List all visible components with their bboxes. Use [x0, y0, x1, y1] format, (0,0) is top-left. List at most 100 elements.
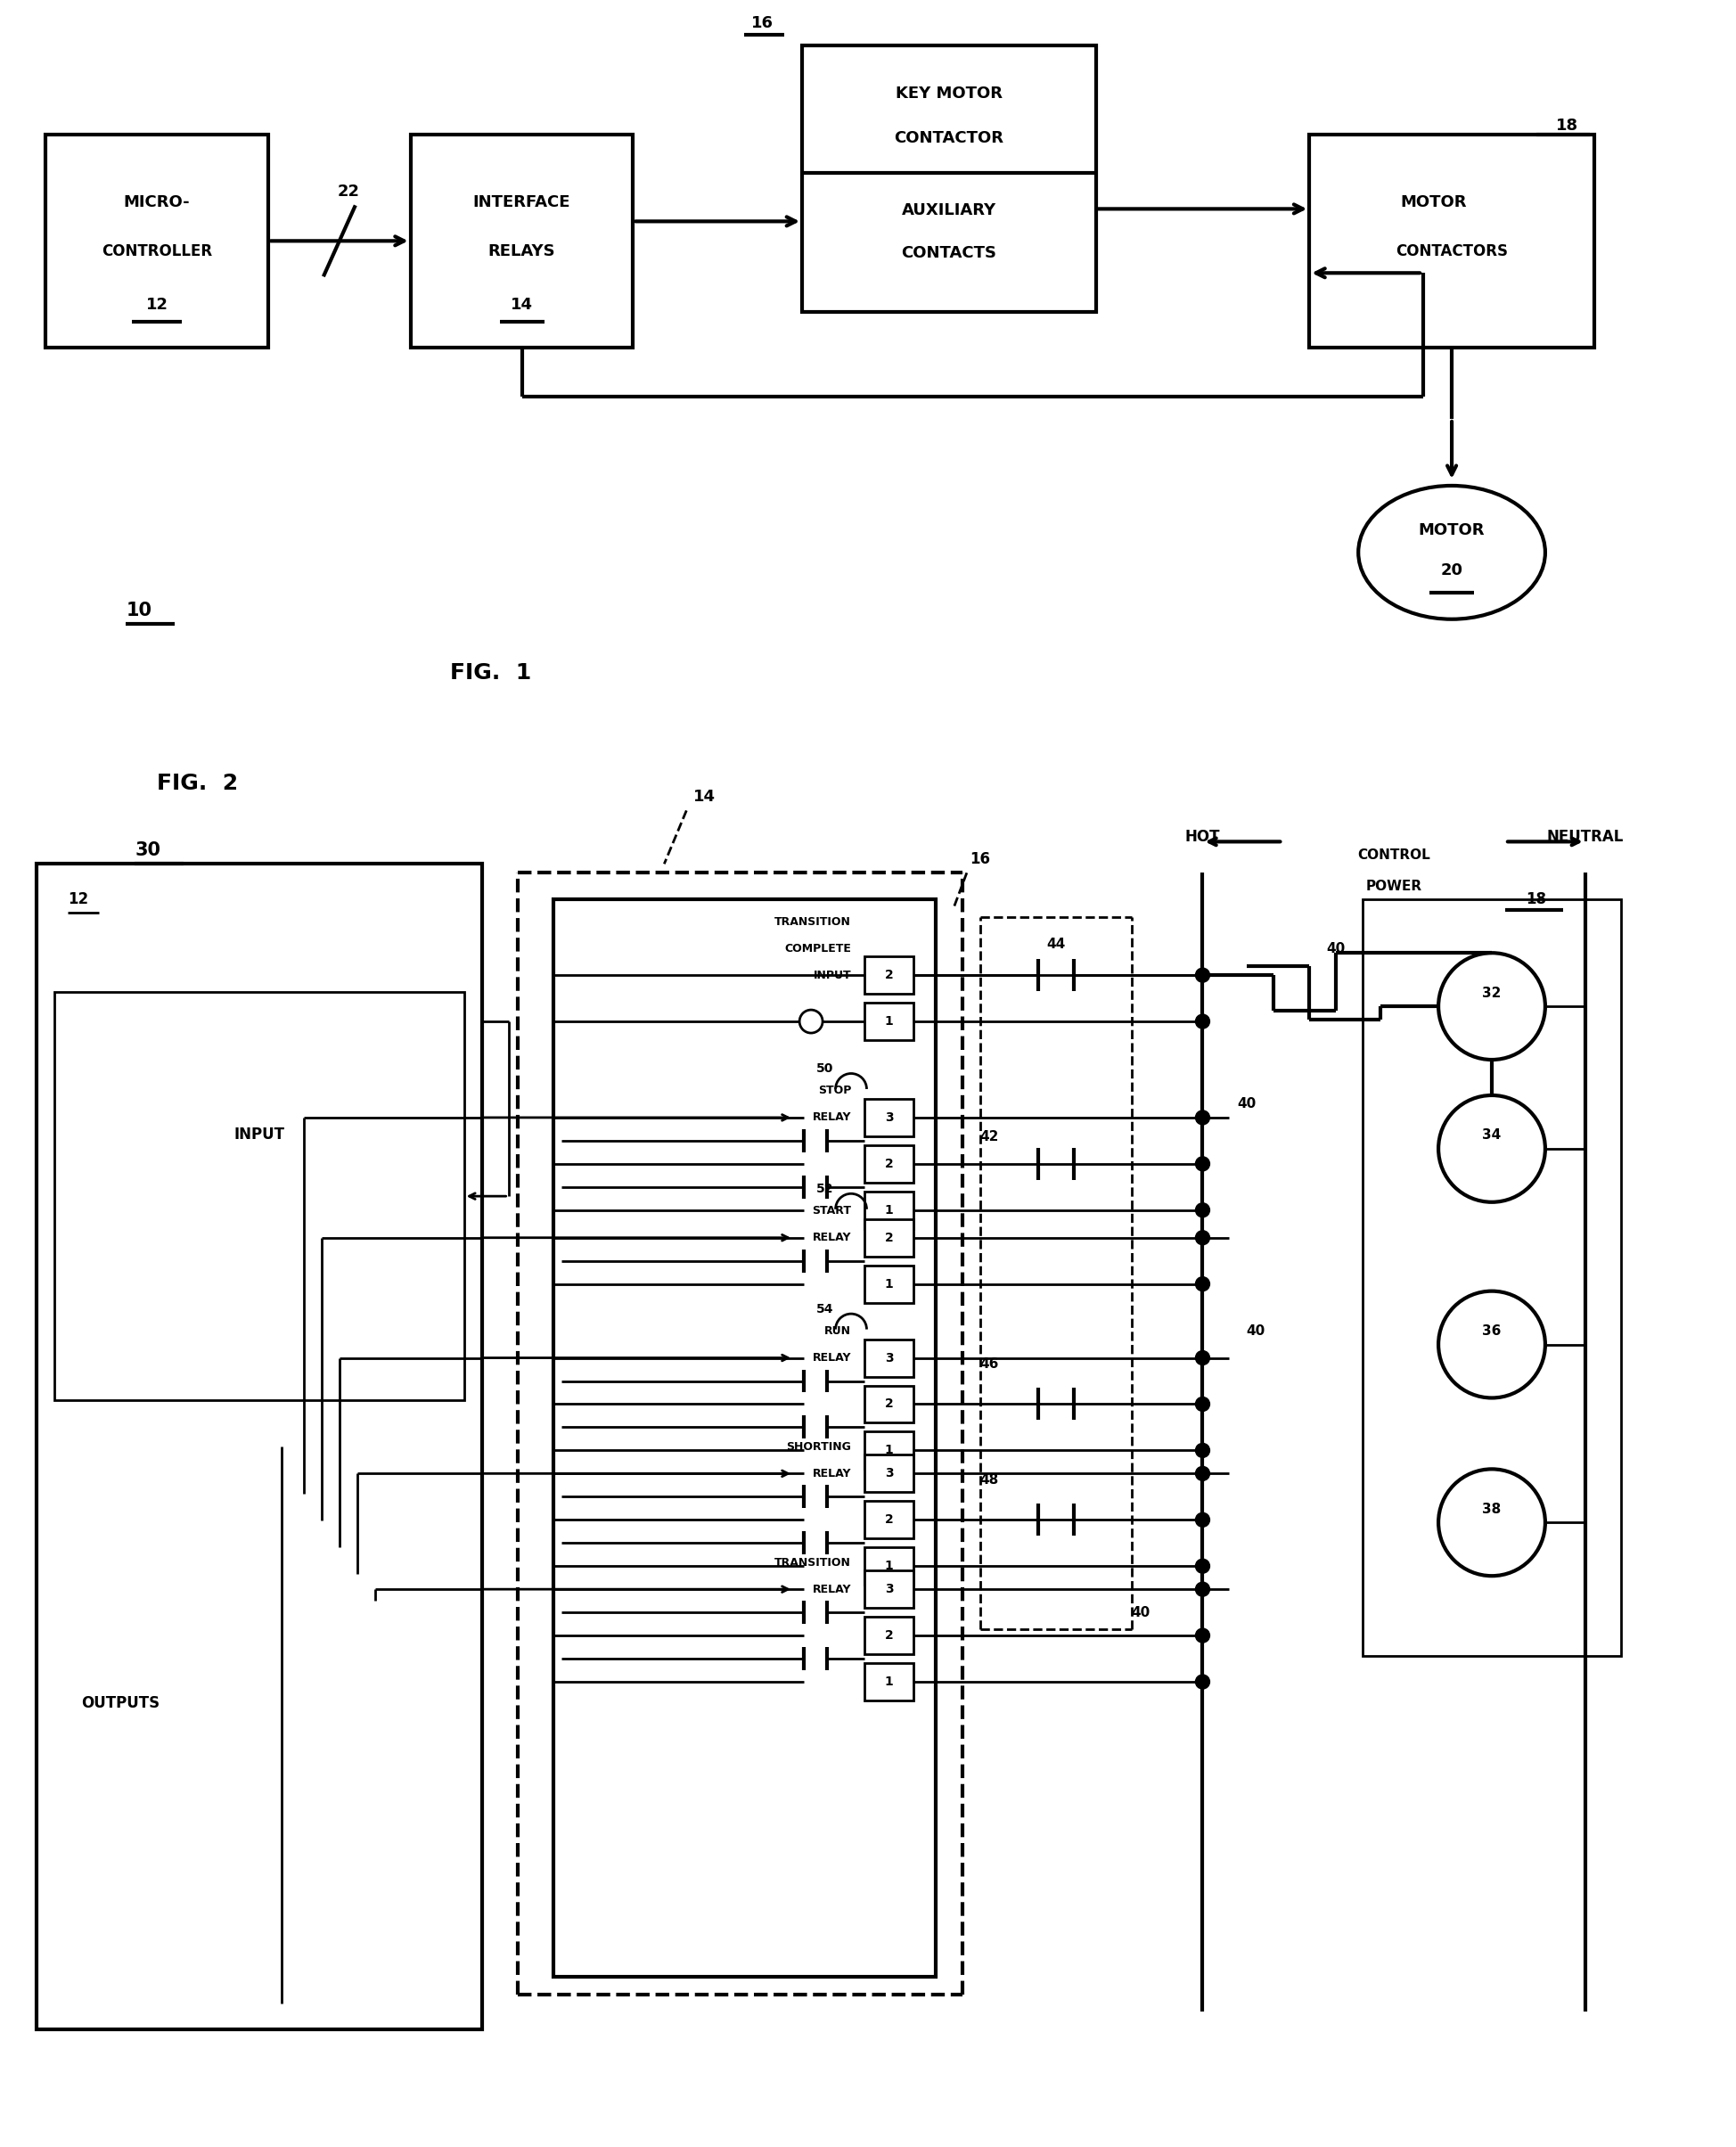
Circle shape [1194, 1675, 1208, 1690]
Text: 38: 38 [1481, 1503, 1500, 1516]
Text: OUTPUTS: OUTPUTS [82, 1696, 160, 1711]
Text: 16: 16 [750, 15, 773, 30]
Text: NEUTRAL: NEUTRAL [1547, 829, 1623, 846]
Text: TRANSITION: TRANSITION [774, 1557, 851, 1567]
Bar [1363, 900, 1620, 1655]
Bar [865, 1144, 913, 1183]
Text: 44: 44 [1045, 938, 1064, 951]
Text: 2: 2 [884, 1630, 892, 1642]
Bar [865, 1456, 913, 1492]
Bar [36, 863, 481, 2029]
Text: RELAYS: RELAYS [488, 243, 556, 260]
Bar [802, 45, 1095, 311]
Text: 18: 18 [1526, 891, 1545, 908]
Text: RELAY: RELAY [812, 1112, 851, 1123]
Circle shape [1194, 1277, 1208, 1290]
Bar [552, 900, 936, 1977]
Text: INPUT: INPUT [234, 1127, 285, 1142]
Text: 34: 34 [1481, 1129, 1500, 1142]
Text: TRANSITION: TRANSITION [774, 917, 851, 928]
Circle shape [1194, 1514, 1208, 1527]
Text: 2: 2 [884, 1232, 892, 1243]
Bar [865, 1099, 913, 1136]
Text: START: START [811, 1204, 851, 1217]
Text: 50: 50 [816, 1063, 833, 1076]
Text: 12: 12 [146, 296, 168, 313]
Text: COMPLETE: COMPLETE [785, 943, 851, 953]
Bar [865, 1192, 913, 1228]
Text: MICRO-: MICRO- [123, 195, 191, 210]
Text: 2: 2 [884, 1398, 892, 1411]
Circle shape [1194, 1350, 1208, 1365]
Text: AUXILIARY: AUXILIARY [901, 202, 996, 219]
Text: 12: 12 [68, 891, 89, 908]
Circle shape [1194, 1202, 1208, 1217]
Text: MOTOR: MOTOR [1418, 522, 1484, 539]
Text: 52: 52 [816, 1183, 833, 1196]
Text: 42: 42 [979, 1131, 998, 1144]
Text: FIG.  1: FIG. 1 [450, 661, 531, 683]
Text: POWER: POWER [1364, 880, 1422, 893]
Text: 40: 40 [1326, 943, 1345, 955]
Text: SHORTING: SHORTING [786, 1441, 851, 1454]
Text: 2: 2 [884, 968, 892, 981]
Text: RELAY: RELAY [812, 1232, 851, 1243]
Text: 22: 22 [337, 185, 359, 200]
Text: 1: 1 [884, 1561, 892, 1572]
Bar [865, 1501, 913, 1539]
Text: INTERFACE: INTERFACE [472, 195, 571, 210]
Circle shape [1194, 1559, 1208, 1574]
Text: RELAY: RELAY [812, 1353, 851, 1363]
Text: HOT: HOT [1184, 829, 1220, 846]
Bar [865, 1385, 913, 1423]
Bar [1309, 133, 1594, 348]
Text: 18: 18 [1555, 118, 1578, 133]
Text: 40: 40 [1238, 1097, 1255, 1110]
Text: KEY MOTOR: KEY MOTOR [896, 86, 1002, 101]
Bar [865, 1219, 913, 1256]
Bar [865, 1265, 913, 1303]
Bar [865, 1340, 913, 1376]
Bar [45, 133, 267, 348]
Circle shape [1194, 968, 1208, 983]
Text: 16: 16 [969, 852, 990, 867]
Text: 32: 32 [1481, 985, 1500, 1001]
Text: CONTACTOR: CONTACTOR [894, 131, 1003, 146]
Bar [410, 133, 632, 348]
Bar [865, 1432, 913, 1469]
Text: RELAY: RELAY [812, 1584, 851, 1595]
Circle shape [1194, 1230, 1208, 1245]
Text: 20: 20 [1439, 563, 1462, 578]
Bar [865, 1617, 913, 1653]
Text: CONTROL: CONTROL [1358, 848, 1430, 861]
Text: 36: 36 [1481, 1325, 1500, 1338]
Text: 10: 10 [125, 601, 151, 618]
Text: INPUT: INPUT [812, 968, 851, 981]
Text: 1: 1 [884, 1016, 892, 1028]
Text: 54: 54 [816, 1303, 833, 1316]
Bar [865, 1548, 913, 1584]
Text: 2: 2 [884, 1514, 892, 1527]
Text: 3: 3 [884, 1353, 892, 1363]
Text: MOTOR: MOTOR [1399, 195, 1467, 210]
Circle shape [1194, 1398, 1208, 1411]
Text: 46: 46 [979, 1357, 998, 1370]
Text: RUN: RUN [825, 1325, 851, 1338]
Text: CONTROLLER: CONTROLLER [102, 243, 212, 260]
Text: 30: 30 [135, 842, 160, 859]
Text: 1: 1 [884, 1445, 892, 1456]
Text: 1: 1 [884, 1204, 892, 1217]
Text: 40: 40 [1246, 1325, 1266, 1338]
Bar [54, 992, 464, 1400]
Text: 3: 3 [884, 1582, 892, 1595]
Bar [865, 955, 913, 994]
Text: CONTACTS: CONTACTS [901, 245, 996, 262]
Text: FIG.  2: FIG. 2 [156, 773, 238, 794]
Circle shape [1194, 1627, 1208, 1642]
Text: STOP: STOP [818, 1084, 851, 1097]
Text: 40: 40 [1130, 1606, 1149, 1619]
Text: 14: 14 [693, 790, 715, 805]
Bar [865, 1664, 913, 1700]
Text: 48: 48 [979, 1473, 998, 1486]
Circle shape [1194, 1013, 1208, 1028]
